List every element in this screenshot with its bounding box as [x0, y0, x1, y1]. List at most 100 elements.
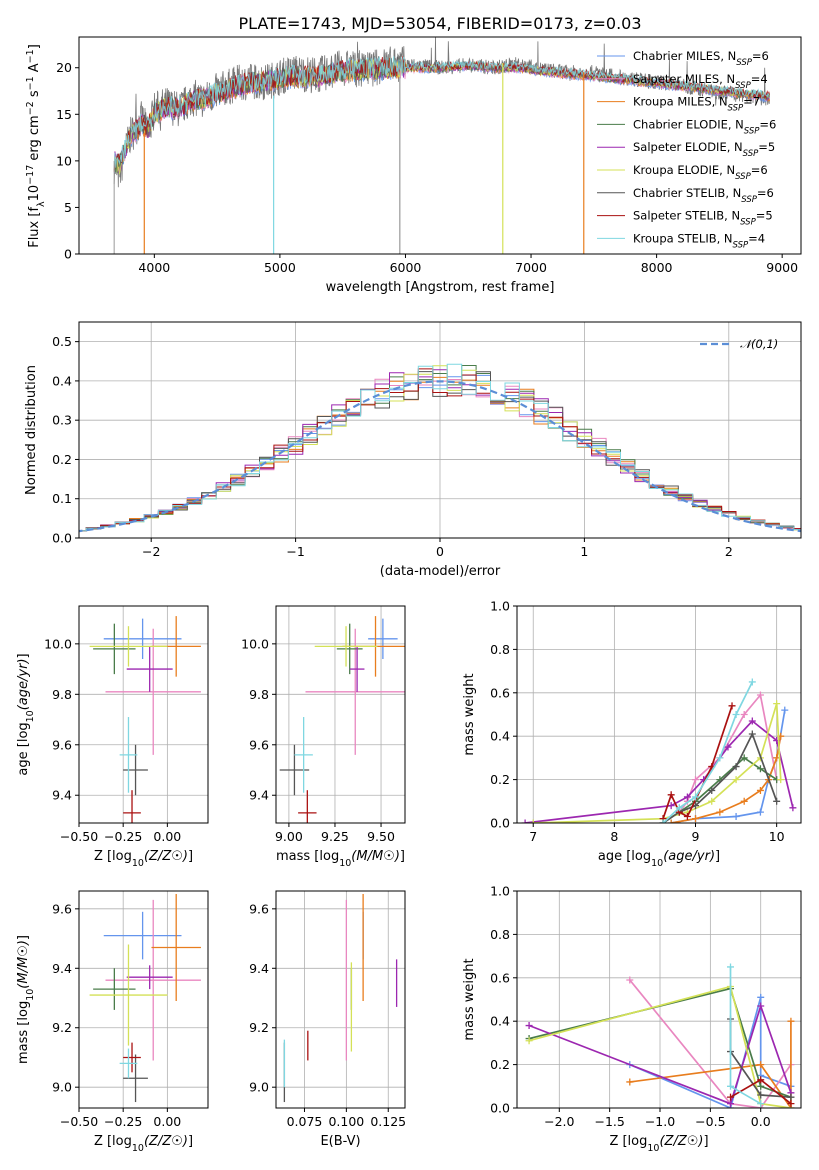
panel-mass-vs-Z: −0.50 −0.25 0.009.09.29.49.6Z [log10(Z/Z☉)… — [16, 890, 209, 1154]
legend-label: Chabrier STELIB, NSSP=6 — [633, 186, 774, 205]
plot-area — [279, 616, 405, 823]
panels: 4000 5000 6000 7000 8000 900005101520waveleng… — [16, 36, 802, 1154]
legend-label: 𝒩(0,1) — [740, 337, 778, 351]
mass-weight-line — [528, 1003, 792, 1105]
legend-label-count: =6 — [752, 49, 769, 63]
panel-age-vs-mass: 9.00 9.25 9.50 9.4 9.6 9.8 10.0 mass [log10(M/M… — [241, 605, 406, 869]
y-tick-label: 9.2 — [52, 1020, 72, 1035]
x-tick-label: 0.125 — [370, 1114, 406, 1129]
mass-weight-marker — [683, 793, 691, 801]
mass-weight-marker — [756, 691, 764, 699]
plot-area — [521, 678, 797, 823]
y-tick-label: 9.4 — [249, 788, 269, 803]
x-tick-label: 0.0 — [751, 1114, 771, 1129]
histogram-step — [79, 368, 801, 532]
y-tick-label: 0.4 — [52, 373, 72, 388]
legend-label-name: Kroupa ELODIE, N — [633, 163, 735, 177]
legend-label-sub: SSP — [736, 58, 752, 68]
mass-weight-marker — [692, 793, 700, 801]
x-tick-label: −1.5 — [594, 1114, 624, 1129]
mass-weight-marker — [732, 812, 740, 820]
mass-weight-marker — [732, 763, 740, 771]
x-tick-label: 0.00 — [153, 829, 181, 844]
x-tick-label: 4000 — [138, 260, 170, 275]
axes-frame — [78, 890, 209, 1109]
x-axis-label-part: Z [log — [94, 1134, 132, 1149]
histogram-step — [79, 369, 801, 532]
x-tick-label: −0.50 — [60, 829, 98, 844]
y-tick-label: 9.8 — [52, 687, 72, 702]
y-tick-label: 9.6 — [249, 737, 269, 752]
x-axis-label-part: Z [log — [609, 1134, 647, 1149]
x-axis-label: age [log10(age/yr)] — [598, 849, 720, 869]
legend-label-count: =4 — [748, 231, 765, 245]
y-tick-label: 1.0 — [490, 884, 510, 899]
y-axis-label-part: 10 — [25, 710, 36, 722]
x-tick-label: −2 — [142, 544, 160, 559]
mass-weight-marker — [757, 1002, 765, 1010]
y-tick-label: 9.6 — [249, 901, 269, 916]
y-axis-label: Flux [fλ10−17 erg cm−2 s−1 A−1] — [25, 44, 47, 248]
mass-weight-marker — [777, 776, 785, 784]
mass-weight-marker — [787, 1100, 795, 1108]
panel-mass-vs-EBV: 0.075 0.100 0.125 9.0 9.2 9.4 9.6 E(B-V) — [249, 890, 406, 1149]
y-tick-label: 10.0 — [44, 636, 72, 651]
mass-weight-marker — [756, 765, 764, 773]
mass-weight-marker — [757, 1100, 765, 1108]
mass-weight-marker — [659, 819, 667, 823]
mass-weight-marker — [728, 702, 736, 710]
histogram-step — [79, 374, 801, 532]
y-tick-label: 9.6 — [52, 737, 72, 752]
y-axis-label-part: Normed distribution — [24, 365, 39, 495]
x-axis-label-part: ] — [400, 849, 405, 864]
mass-weight-line — [662, 681, 754, 823]
mass-weight-line — [671, 736, 782, 823]
x-tick-label: 8 — [610, 829, 618, 844]
histogram-step — [79, 363, 801, 532]
axes-frame — [275, 890, 406, 1109]
mass-weight-marker — [757, 1076, 765, 1084]
x-tick-label: −0.50 — [60, 1114, 98, 1129]
mass-weight-line — [533, 703, 782, 823]
legend-label: Kroupa ELODIE, NSSP=6 — [633, 163, 768, 182]
mass-weight-marker — [740, 754, 748, 762]
legend-label-sub: SSP — [743, 149, 759, 159]
plot-area — [89, 893, 201, 1103]
x-axis-label-part: (Z/Z☉) — [659, 1134, 703, 1149]
x-axis-label: (data-model)/error — [380, 564, 501, 579]
mass-weight-marker — [781, 706, 789, 714]
mass-weight-marker — [692, 776, 700, 784]
mass-weight-marker — [727, 1082, 735, 1090]
y-tick-label: 10 — [56, 153, 72, 168]
mass-weight-marker — [626, 1078, 634, 1086]
y-axis-label: mass weight — [462, 958, 477, 1040]
legend-label-count: =5 — [758, 140, 775, 154]
mass-weight-marker — [675, 804, 683, 812]
panel-age-vs-Z: −0.50 −0.25 0.009.49.69.810.0Z [log10(Z/Z☉… — [16, 605, 209, 869]
x-tick-label: 10 — [769, 829, 785, 844]
y-tick-label: 0.5 — [52, 334, 72, 349]
y-tick-label: 0.2 — [490, 1057, 510, 1072]
y-tick-label: 9.0 — [52, 1080, 72, 1095]
x-tick-label: 9.00 — [275, 829, 303, 844]
x-axis-label-part: (age/yr) — [663, 849, 715, 864]
y-axis-label-part: (age/yr) — [16, 658, 31, 710]
x-axis-label: E(B-V) — [320, 1134, 360, 1149]
mass-weight-marker — [667, 819, 675, 823]
y-tick-label: 0.6 — [490, 970, 510, 985]
mass-weight-marker — [732, 776, 740, 784]
y-axis-label-part: λ — [36, 201, 47, 207]
plot-area — [283, 893, 398, 1103]
y-tick-label: 9.2 — [249, 1020, 269, 1035]
x-axis-label-part: 10 — [339, 858, 351, 869]
x-axis-label-part: age [log — [598, 849, 651, 864]
y-tick-label: 20 — [56, 60, 72, 75]
mass-weight-marker — [667, 791, 675, 799]
x-axis-label-part: E(B-V) — [320, 1134, 360, 1149]
y-axis-label-part: A — [27, 63, 42, 76]
x-tick-label: −2.0 — [544, 1114, 574, 1129]
mass-weight-marker — [716, 808, 724, 816]
mass-weight-marker — [740, 711, 748, 718]
axes-frame — [78, 321, 802, 539]
